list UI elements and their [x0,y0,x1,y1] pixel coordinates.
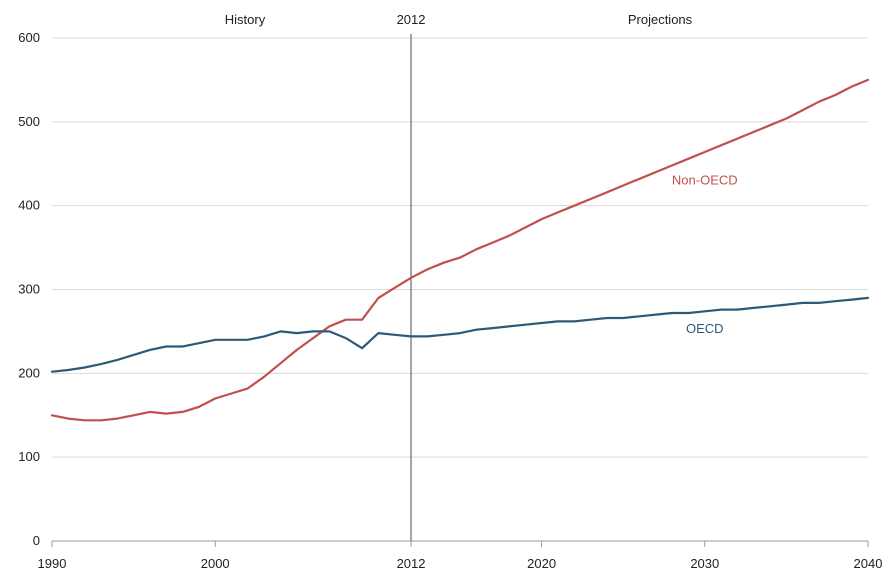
series-line-oecd [50,296,870,373]
x-tick-label: 2012 [397,556,426,571]
x-axis-ticks: 1990 2000 2012 2020 2030 2040 [38,541,883,571]
divider-year-label: 2012 [397,12,426,27]
y-tick-label: 500 [18,114,40,129]
y-axis-ticks: 0 100 200 300 400 500 600 [18,30,40,548]
x-tick-label: 1990 [38,556,67,571]
history-label: History [225,12,266,27]
series-label-oecd: OECD [686,321,724,336]
series-label-non-oecd: Non-OECD [672,173,738,188]
y-tick-label: 600 [18,30,40,45]
series-line-non-oecd [50,78,870,422]
x-tick-label: 2030 [690,556,719,571]
gridlines [52,37,868,542]
x-tick-label: 2000 [201,556,230,571]
series-lines: Non-OECD OECD [50,78,870,422]
y-tick-label: 0 [33,533,40,548]
y-tick-label: 200 [18,365,40,380]
x-tick-label: 2040 [854,556,883,571]
projections-label: Projections [628,12,693,27]
y-tick-label: 100 [18,449,40,464]
x-tick-label: 2020 [527,556,556,571]
y-tick-label: 400 [18,198,40,213]
y-tick-label: 300 [18,282,40,297]
